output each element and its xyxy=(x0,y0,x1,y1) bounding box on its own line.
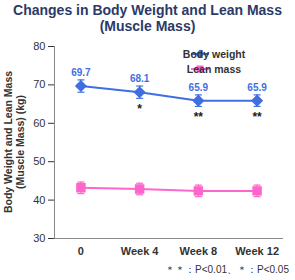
svg-text:Week 8: Week 8 xyxy=(179,245,217,257)
svg-text:69.7: 69.7 xyxy=(71,67,91,78)
svg-text:68.1: 68.1 xyxy=(130,73,150,84)
svg-text:40: 40 xyxy=(33,194,45,206)
svg-text:0: 0 xyxy=(78,245,84,257)
svg-text:50: 50 xyxy=(33,155,45,167)
svg-text:Body weight: Body weight xyxy=(183,48,246,60)
html-text:Changes in Body Weight and Lea: Changes in Body Weight and Lean Mass (Mu… xyxy=(13,2,282,34)
svg-text:**: ** xyxy=(252,110,262,124)
svg-text:60: 60 xyxy=(33,117,45,129)
svg-text:Body Weight and Lean Mass(Musc: Body Weight and Lean Mass(Muscle Mass) (… xyxy=(2,71,26,213)
svg-text:65.9: 65.9 xyxy=(247,82,267,93)
svg-text:Week 4: Week 4 xyxy=(121,245,160,257)
html-text:＊＊：P<0.01、＊：P<0.05: ＊＊：P<0.01、＊：P<0.05 xyxy=(165,264,289,275)
svg-text:**: ** xyxy=(194,110,204,124)
svg-text:Week 12: Week 12 xyxy=(235,245,279,257)
svg-text:30: 30 xyxy=(33,232,45,244)
svg-text:*: * xyxy=(137,102,142,116)
svg-text:Lean mass: Lean mass xyxy=(187,63,241,75)
svg-text:70: 70 xyxy=(33,78,45,90)
svg-text:80: 80 xyxy=(33,40,45,52)
svg-text:65.9: 65.9 xyxy=(189,82,209,93)
